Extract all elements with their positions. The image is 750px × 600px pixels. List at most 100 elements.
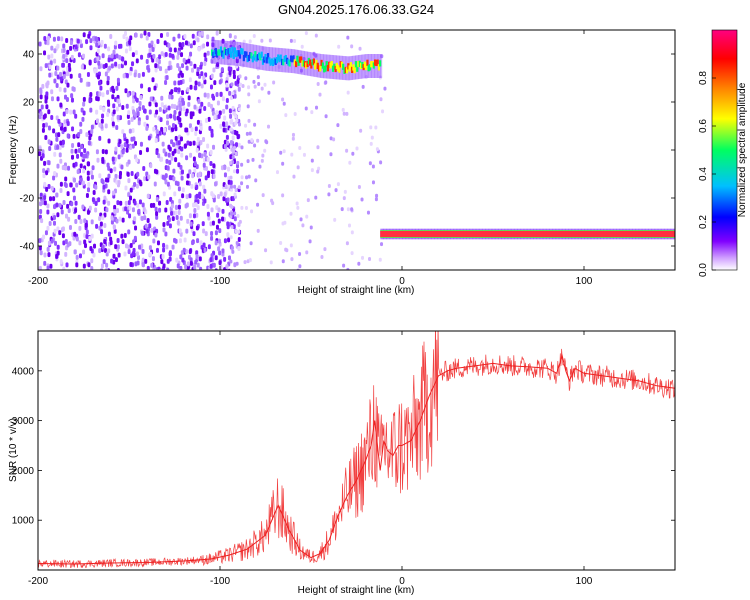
heatmap-cell: [187, 95, 191, 101]
heatmap-cell: [40, 218, 44, 224]
tone-core: [333, 63, 336, 70]
tone-core: [296, 55, 299, 62]
heatmap-cell: [247, 92, 251, 97]
heatmap-cell: [230, 187, 234, 192]
heatmap-cell: [84, 153, 88, 159]
heatmap-cell: [359, 128, 363, 133]
heatmap-cell: [50, 96, 54, 102]
heatmap-cell: [59, 259, 63, 265]
heatmap-cell: [302, 56, 306, 61]
heatmap-cell: [149, 163, 153, 169]
snr-ytick-label: 4000: [12, 366, 35, 377]
heatmap-cell: [41, 200, 45, 206]
heatmap-cell: [46, 35, 50, 41]
heatmap-cell: [223, 192, 227, 198]
heatmap-cell: [229, 175, 233, 180]
heatmap-cell: [195, 254, 199, 260]
tone-core: [526, 230, 529, 238]
heatmap-cell: [166, 114, 170, 120]
heatmap-cell: [162, 247, 166, 253]
tone-core: [331, 65, 335, 72]
heatmap-cell: [151, 256, 155, 262]
heatmap-cell: [159, 66, 163, 72]
heatmap-cell: [206, 50, 210, 56]
heatmap-cell: [324, 114, 328, 119]
heatmap-cell: [55, 136, 59, 142]
tone-core: [638, 230, 641, 238]
heatmap-cell: [133, 200, 137, 206]
tone-core: [548, 230, 551, 238]
heatmap-cell: [198, 108, 202, 114]
heatmap-cell: [50, 89, 54, 95]
heatmap-cell: [57, 118, 61, 124]
heatmap-cell: [71, 142, 75, 148]
heatmap-cell: [203, 198, 207, 204]
tone-core: [213, 49, 216, 57]
tone-core: [525, 230, 528, 238]
heatmap-cell: [218, 79, 222, 85]
heatmap-cell: [189, 114, 193, 120]
heatmap-cell: [196, 37, 200, 43]
heatmap-cell: [38, 146, 42, 152]
heatmap-cell: [118, 170, 122, 176]
tone-core: [252, 54, 256, 61]
heatmap-cell: [127, 229, 131, 235]
heatmap-cell: [89, 246, 93, 252]
heatmap-cell: [176, 263, 180, 269]
heatmap-cell: [47, 125, 51, 131]
heatmap-cell: [138, 179, 142, 185]
heatmap-cell: [121, 217, 125, 223]
heatmap-cell: [173, 87, 177, 93]
heatmap-cell: [177, 33, 181, 39]
heatmap-cell: [197, 46, 201, 52]
tone-core: [499, 230, 503, 238]
heatmap-cell: [237, 185, 241, 190]
heatmap-cell: [148, 251, 152, 257]
tone-core: [657, 230, 661, 238]
heatmap-cell: [329, 152, 333, 157]
tone-core: [550, 230, 554, 238]
tone-core: [567, 230, 570, 238]
tone-core: [366, 59, 369, 66]
tone-core: [403, 230, 406, 238]
heatmap-cell: [375, 193, 379, 198]
heatmap-cell: [229, 127, 233, 132]
heatmap-cell: [173, 47, 177, 53]
tone-core: [497, 230, 500, 238]
heatmap-cell: [357, 261, 361, 266]
heatmap-cell: [191, 240, 195, 246]
heatmap-cell: [161, 141, 165, 147]
tone-core: [223, 47, 226, 54]
heatmap-cell: [210, 230, 214, 236]
snr-noise-trace: [38, 331, 675, 569]
heatmap-cell: [112, 224, 116, 230]
heatmap-cell: [224, 184, 228, 190]
heatmap-cell: [136, 171, 140, 177]
heatmap-cell: [200, 71, 204, 77]
heatmap-cell: [123, 142, 127, 148]
heatmap-cell: [126, 171, 130, 177]
heatmap-cell: [107, 57, 111, 63]
heatmap-cell: [206, 34, 210, 40]
heatmap-cell: [155, 150, 159, 156]
tone-core: [501, 230, 504, 238]
heatmap-cell: [150, 262, 154, 268]
heatmap-cell: [141, 71, 145, 77]
heatmap-cell: [290, 152, 294, 157]
heatmap-cell: [135, 97, 139, 103]
heatmap-cell: [106, 75, 110, 81]
heatmap-cell: [194, 126, 198, 132]
heatmap-cell: [74, 148, 78, 154]
tone-core: [513, 230, 517, 238]
heatmap-cell: [341, 107, 345, 112]
heatmap-cell: [167, 125, 171, 131]
heatmap-cell: [211, 42, 215, 48]
tone-core: [316, 62, 319, 70]
tone-core: [468, 230, 471, 238]
tone-core: [666, 230, 670, 238]
heatmap-cell: [120, 56, 124, 62]
heatmap-cell: [218, 228, 222, 234]
heatmap-cell: [153, 85, 157, 91]
